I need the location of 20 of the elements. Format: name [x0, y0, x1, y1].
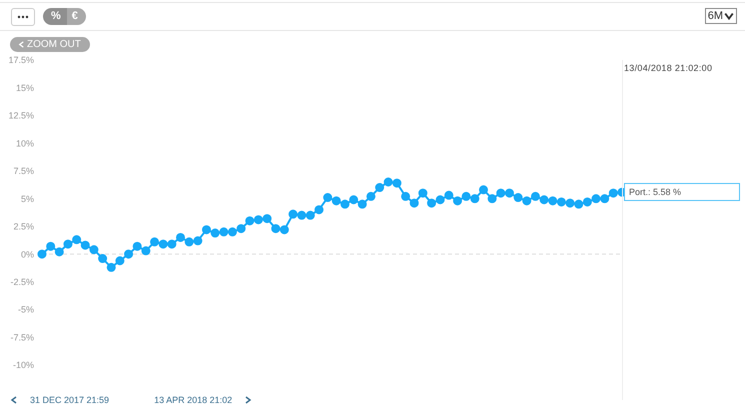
text: ZOOM OUT	[27, 39, 81, 50]
y-tick-label: -2.5%	[10, 277, 34, 288]
y-tick-label: 12.5%	[8, 110, 34, 121]
y-tick-label: 0%	[20, 249, 34, 260]
y-tick-label: -10%	[12, 360, 34, 370]
y-tick-label: -5%	[18, 304, 34, 315]
y-tick-label: 5%	[20, 194, 34, 204]
text: 13/04/2018 21:02:00	[624, 63, 712, 73]
y-tick-label: -7.5%	[10, 332, 34, 342]
text: €	[66, 8, 86, 25]
y-tick-label: 17.5%	[8, 55, 34, 66]
y-tick-label: 15%	[16, 82, 34, 93]
text: 31 DEC 2017 21:59	[30, 395, 110, 405]
text: 13 APR 2018 21:02	[154, 395, 232, 405]
y-tick-label: 10%	[16, 138, 34, 148]
y-tick-label: 7.5%	[13, 166, 34, 176]
y-tick-label: 2.5%	[13, 222, 34, 232]
text: Port.: 5.58 %	[624, 183, 740, 202]
text: %	[43, 8, 67, 25]
text: 6M	[708, 10, 723, 22]
